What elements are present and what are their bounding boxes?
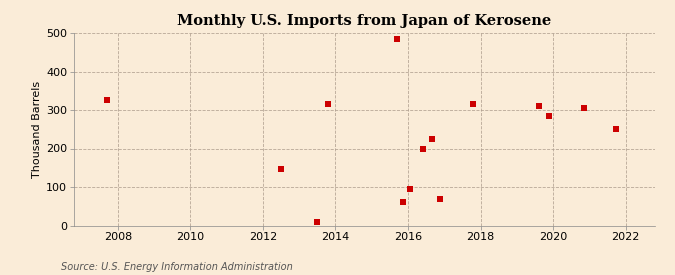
Point xyxy=(323,102,333,106)
Point xyxy=(101,98,112,103)
Point xyxy=(404,187,415,191)
Y-axis label: Thousand Barrels: Thousand Barrels xyxy=(32,81,42,178)
Title: Monthly U.S. Imports from Japan of Kerosene: Monthly U.S. Imports from Japan of Keros… xyxy=(178,14,551,28)
Point xyxy=(533,104,544,108)
Text: Source: U.S. Energy Information Administration: Source: U.S. Energy Information Administ… xyxy=(61,262,292,272)
Point xyxy=(398,200,409,205)
Point xyxy=(418,146,429,151)
Point xyxy=(543,114,554,118)
Point xyxy=(426,137,437,141)
Point xyxy=(275,166,286,171)
Point xyxy=(392,37,402,41)
Point xyxy=(578,106,589,110)
Point xyxy=(610,127,621,131)
Point xyxy=(312,219,323,224)
Point xyxy=(435,196,446,201)
Point xyxy=(468,102,479,106)
